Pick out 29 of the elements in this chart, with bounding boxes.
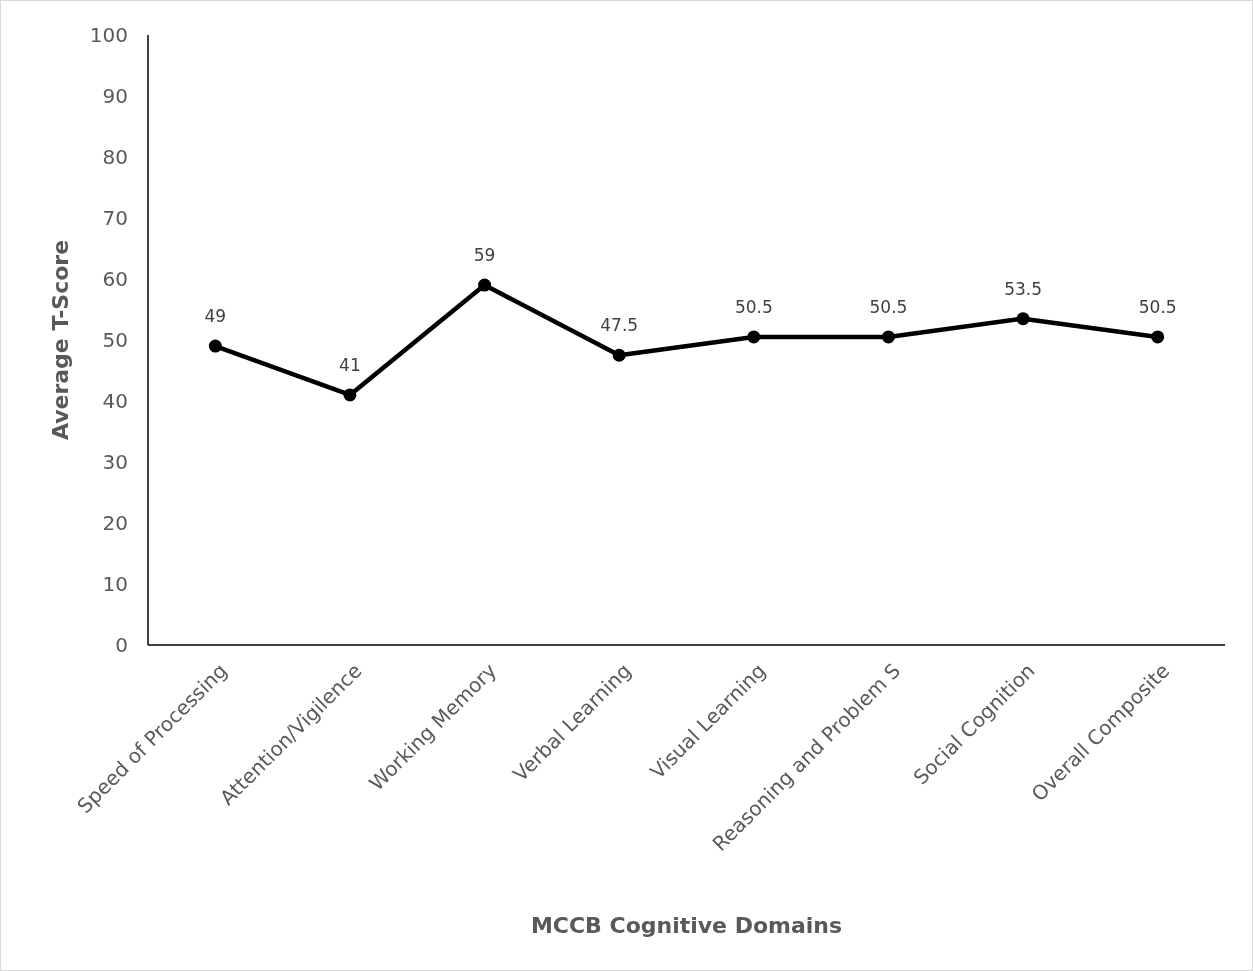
data-label: 49: [204, 306, 227, 327]
data-label: 41: [339, 354, 361, 375]
x-axis-title: MCCB Cognitive Domains: [530, 913, 843, 938]
y-tick-label: 20: [102, 511, 128, 535]
y-tick-label: 100: [89, 23, 128, 47]
point: [747, 330, 761, 344]
y-tick-label: 50: [102, 328, 128, 352]
point: [343, 388, 357, 402]
y-tick-label: 70: [102, 206, 128, 230]
point: [208, 339, 222, 353]
y-axis-title: Average T-Score: [48, 239, 73, 441]
y-tick-label: 80: [102, 145, 128, 169]
point: [612, 348, 626, 362]
y-tick-label: 40: [102, 389, 128, 413]
data-label: 50.5: [734, 296, 773, 317]
y-tick-label: 90: [102, 84, 128, 108]
y-tick-label: 30: [102, 450, 128, 474]
point: [478, 278, 492, 292]
y-tick-label: 0: [115, 633, 128, 657]
point: [1016, 312, 1030, 326]
y-tick-label: 60: [102, 267, 128, 291]
point: [1151, 330, 1165, 344]
data-label: 50.5: [869, 296, 908, 317]
data-label: 53.5: [1004, 278, 1042, 299]
data-label: 59: [473, 245, 496, 266]
y-tick-label: 10: [102, 572, 128, 596]
data-label: 50.5: [1138, 296, 1177, 317]
data-label: 47.5: [600, 315, 639, 336]
point: [881, 330, 895, 344]
